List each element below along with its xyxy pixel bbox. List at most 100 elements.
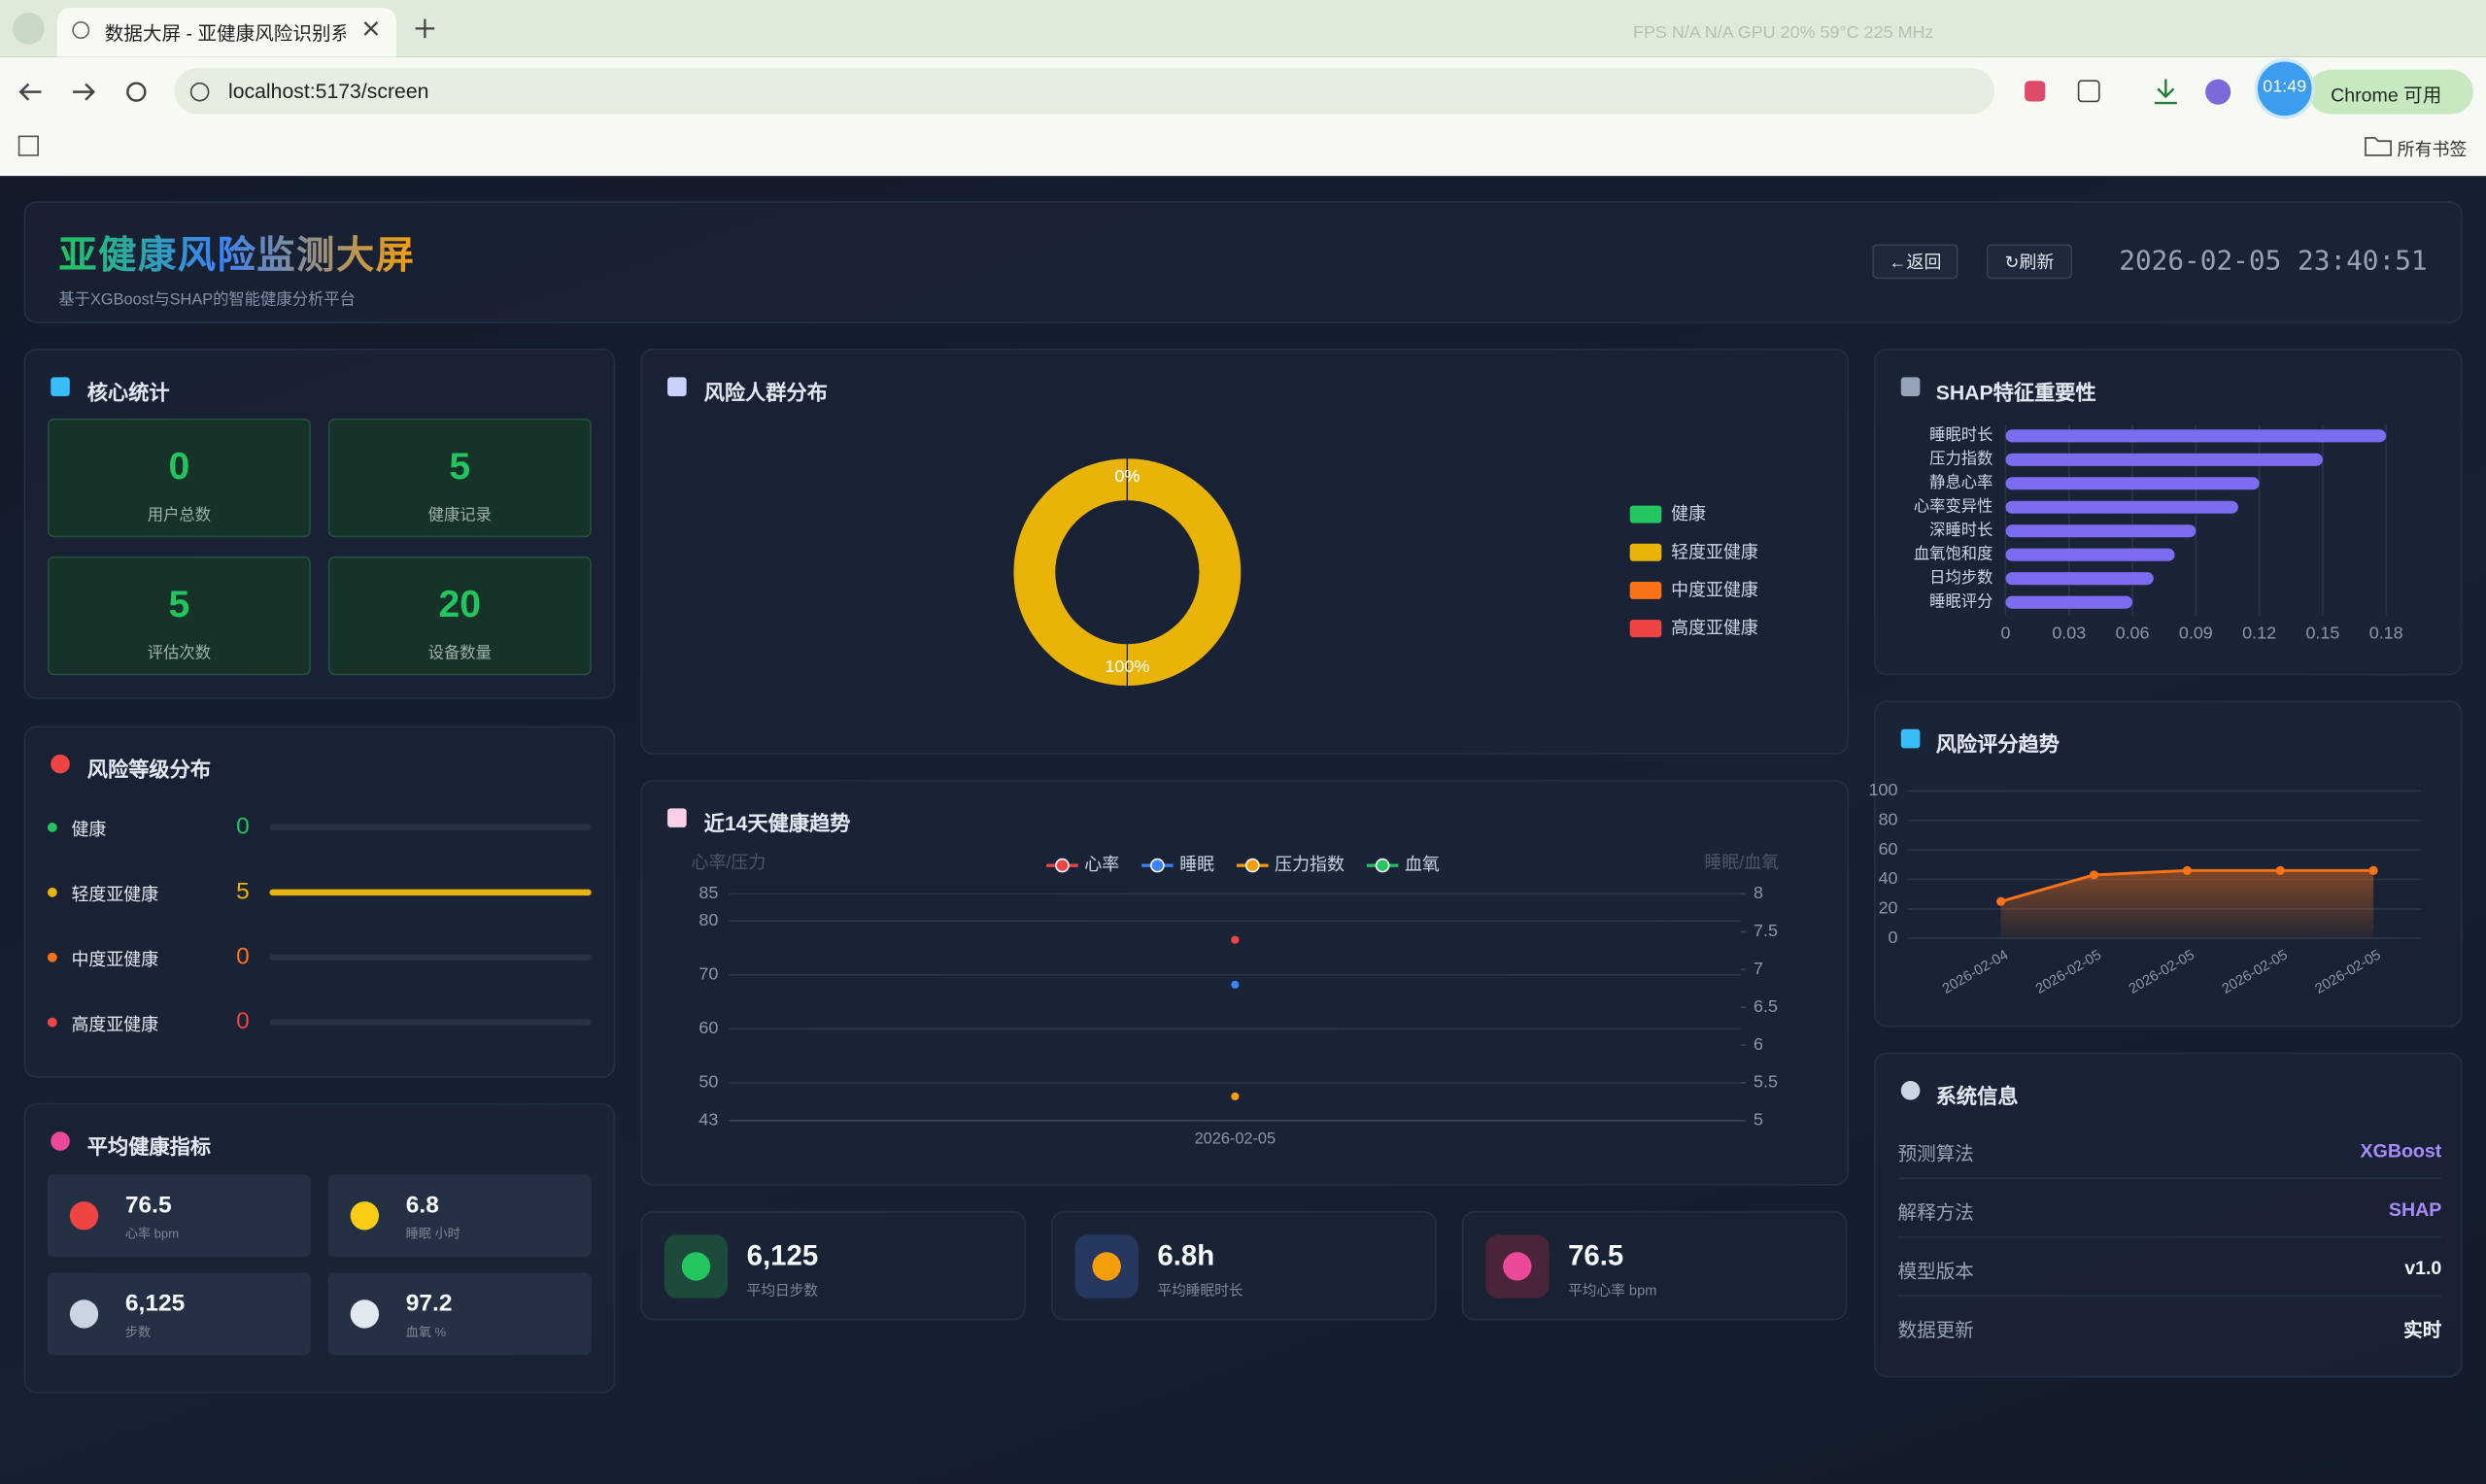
info-label: 数据更新 [1897,1318,1974,1341]
summary-card: 6,125 平均日步数 [640,1210,1026,1321]
tab-title[interactable]: 数据大屏 - 亚健康风险识别系统 [104,21,346,45]
metric-value: 6.8 [405,1192,439,1220]
tab-controls[interactable] [363,18,435,39]
stat-label: 评估次数 [147,645,212,663]
bookmarks[interactable]: 所有书签 [2397,141,2468,160]
risk-trend-panel [1874,700,2463,1028]
icon [1900,728,1921,749]
stat-value: 20 [438,583,482,626]
level-dot [47,1017,57,1028]
summary-icon [1074,1234,1139,1298]
stat-card: 0 用户总数 [47,418,311,538]
metric-value: 6,125 [124,1290,186,1318]
metric-icon [69,1299,99,1329]
system-panel [1874,1052,2463,1378]
metric-card: 76.5 心率 bpm [47,1174,311,1258]
summary-value: 76.5 [1568,1239,1624,1271]
stat-value: 0 [168,445,190,489]
chrome-badge-text[interactable]: Chrome 可用 [2331,84,2442,107]
metric-value: 76.5 [124,1192,172,1220]
info-value: v1.0 [2404,1257,2442,1280]
summary-icon-glyph [1092,1252,1121,1281]
level-track [269,1019,592,1026]
panel-title: 风险人群分布 [703,380,828,405]
stat-card: 5 健康记录 [327,418,592,538]
stat-card: 5 评估次数 [47,556,311,676]
datetime: 2026-02-05 23:40:51 [2119,245,2428,278]
summary-label: 平均心率 bpm [1568,1282,1657,1298]
metric-card: 97.2 血氧 % [327,1272,592,1356]
info-label: 解释方法 [1897,1201,1974,1224]
info-divider [1897,1177,2442,1180]
extension[interactable] [2025,81,2046,102]
stat-card: 20 设备数量 [327,556,592,676]
metric-icon [350,1201,380,1231]
level-value: 5 [236,878,250,905]
level-label: 高度亚健康 [71,1016,159,1035]
pie-panel [640,349,1849,755]
panel-title: SHAP特征重要性 [1935,380,2096,405]
metric-label: 睡眠 小时 [405,1227,460,1241]
site-info[interactable] [189,82,210,102]
info-label: 预测算法 [1897,1142,1974,1165]
panel-title: 风险评分趋势 [1935,731,2060,757]
metric-card: 6.8 睡眠 小时 [327,1174,592,1258]
metric-card: 6,125 步数 [47,1272,311,1356]
icon [667,377,687,397]
chrome-badge[interactable] [2308,69,2473,115]
level-label: 健康 [71,821,107,840]
back-button[interactable]: ←返回 [1872,244,1958,280]
summary-icon-glyph [1503,1252,1532,1281]
summary-label: 平均日步数 [746,1282,819,1298]
summary-label: 平均睡眠时长 [1157,1282,1243,1298]
nav-buttons[interactable] [18,83,96,101]
tab[interactable] [56,8,397,57]
panel-title: 系统信息 [1935,1084,2019,1108]
stat-value: 5 [168,583,190,626]
avatar[interactable] [2205,79,2231,105]
info-label: 模型版本 [1897,1260,1974,1283]
level-value: 0 [236,813,250,840]
icon [51,377,70,397]
timer[interactable] [2254,58,2315,119]
extensions[interactable] [2077,80,2100,103]
address-bar[interactable] [174,68,1995,115]
tab-menu[interactable] [13,13,45,45]
stat-value: 5 [449,445,471,489]
panel-title: 平均健康指标 [86,1134,212,1160]
level-label: 中度亚健康 [71,951,159,970]
panel-title: 风险等级分布 [86,758,212,782]
stat-label: 健康记录 [427,507,492,525]
apps[interactable] [17,135,39,156]
level-track [269,824,592,831]
chrome-icons [13,13,2392,156]
panel-title: 核心统计 [86,380,170,405]
trend-panel [640,779,1849,1186]
metric-icon [350,1299,380,1329]
page-subtitle: 基于XGBoost与SHAP的智能健康分析平台 [58,291,357,310]
icon [667,808,687,827]
refresh-button[interactable]: ↻刷新 [1986,244,2073,280]
level-label: 轻度亚健康 [71,886,159,905]
level-track [269,954,592,961]
summary-icon-glyph [681,1252,711,1281]
timer-text: 01:49 [2263,77,2307,97]
perf-overlay: FPS N/A N/A GPU 20% 59°C 225 MHz [1632,23,1934,44]
download[interactable] [2154,79,2177,105]
summary-value: 6.8h [1157,1239,1215,1271]
risk-levels-panel [23,725,616,1078]
info-divider [1897,1295,2442,1297]
info-divider [1897,1235,2442,1238]
reload[interactable] [126,82,147,102]
icon [51,1131,70,1151]
tab-bar [0,0,2486,57]
info-value: SHAP [2388,1197,2442,1221]
metric-label: 血氧 % [405,1325,447,1340]
level-value: 0 [236,1007,250,1035]
url[interactable]: localhost:5173/screen [228,79,429,104]
metric-label: 心率 bpm [124,1227,180,1241]
summary-icon [1485,1234,1549,1298]
info-value: XGBoost [2360,1139,2442,1163]
